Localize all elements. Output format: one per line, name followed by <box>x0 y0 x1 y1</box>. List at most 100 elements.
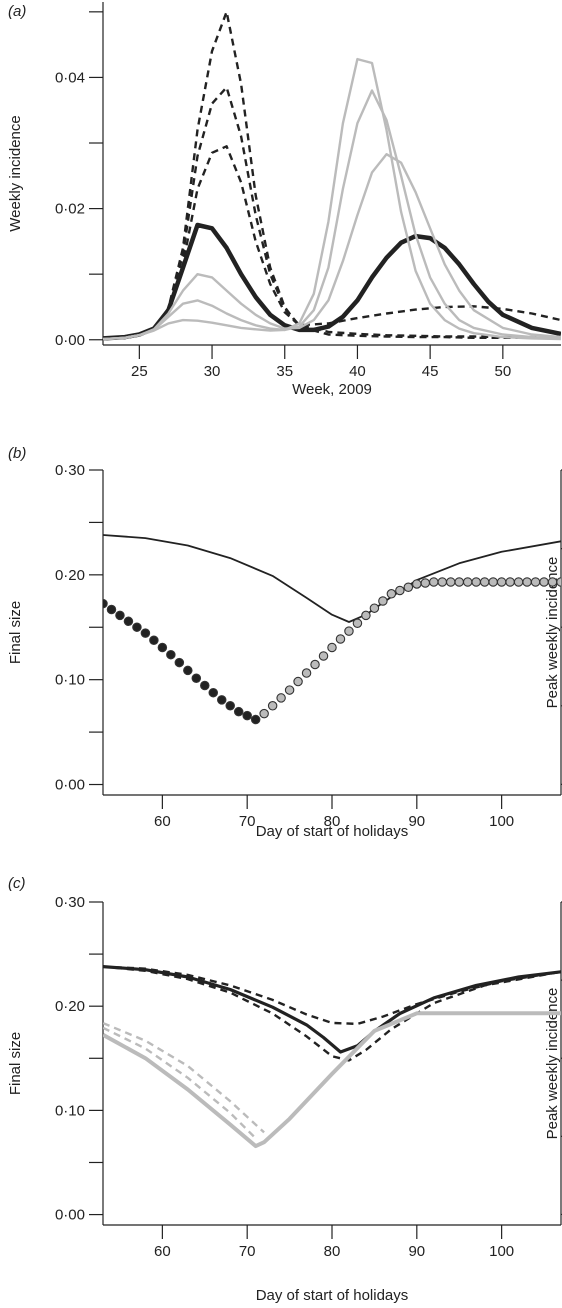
chart-panel-a: 25 30 35 40 45 50 0·00 0·02 0·04 Week, 2009 Weekly… <box>7 2 561 398</box>
series-3-point <box>386 589 397 599</box>
series-3-point <box>378 596 388 606</box>
series-5-line <box>103 152 561 341</box>
chart-panel-b: 607080901000·000·100·200·300·000·040·08D… <box>7 462 562 840</box>
series-2-line <box>103 965 561 1026</box>
series-3-point <box>259 708 269 719</box>
y-axis-label: Final size <box>7 601 24 664</box>
series-2-point <box>106 604 117 615</box>
series-2-point <box>166 649 176 660</box>
x-tick-label: 90 <box>408 1243 425 1260</box>
x-tick-label: 25 <box>131 363 148 380</box>
series-2-point <box>233 706 244 717</box>
y-tick-label: 0·20 <box>55 998 85 1015</box>
series-2-point <box>115 610 125 621</box>
x-tick-label: 60 <box>154 813 171 830</box>
series-3-point <box>454 577 464 587</box>
series-3-point <box>488 577 498 587</box>
y-tick-label: 0·04 <box>55 69 85 86</box>
plot-area <box>103 965 561 1149</box>
y-tick-label: 0·10 <box>55 1102 85 1119</box>
plot-area <box>103 534 561 725</box>
panel-label-a: (a) <box>8 3 26 20</box>
series-3-point <box>505 577 515 587</box>
x-tick-label: 45 <box>422 363 439 380</box>
series-3-point <box>301 668 312 678</box>
series-3-point <box>513 577 524 587</box>
series-6-line <box>103 1026 257 1140</box>
y-tick-label: 0·00 <box>55 777 85 794</box>
x-tick-label: 70 <box>239 813 256 830</box>
x-axis-label: Day of start of holidays <box>256 823 409 840</box>
y-tick-label: 0·30 <box>55 894 85 911</box>
series-2-point <box>242 710 252 721</box>
series-3-point <box>293 676 303 687</box>
x-tick-label: 40 <box>349 363 366 380</box>
series-3-point <box>420 578 431 588</box>
chart-panel-c: 607080901000·000·100·200·300·000·040·08D… <box>7 894 562 1304</box>
y-axis-label: Weekly incidence <box>7 115 24 231</box>
series-3-point <box>530 577 541 587</box>
y-tick-label: 0·10 <box>55 672 85 689</box>
x-tick-label: 30 <box>204 363 221 380</box>
y-axis-label: Final size <box>7 1032 24 1095</box>
series-3-point <box>556 577 561 587</box>
plot-area <box>103 10 561 341</box>
series-3-point <box>539 577 549 587</box>
series-3-line <box>103 145 561 340</box>
series-2-point <box>225 701 235 711</box>
series-3-point <box>445 577 456 587</box>
x-tick-label: 80 <box>324 1243 341 1260</box>
series-3-point <box>310 659 320 670</box>
x-axis-label: Day of start of holidays <box>256 1287 409 1304</box>
series-4-line <box>103 222 561 341</box>
series-3-point <box>403 582 414 592</box>
series-3-point <box>437 577 448 587</box>
x-tick-label: 80 <box>324 813 341 830</box>
series-2-point <box>191 673 202 684</box>
y-tick-label: 0·02 <box>55 201 85 218</box>
series-3-point <box>369 603 380 613</box>
series-3-line <box>103 965 561 1062</box>
panel-label-b: (b) <box>8 445 26 462</box>
series-2-point <box>216 695 227 705</box>
x-tick-label: 60 <box>154 1243 171 1260</box>
series-3-point <box>522 577 532 587</box>
x-axis-label: Week, 2009 <box>292 381 372 398</box>
series-6-line <box>103 89 561 341</box>
y-tick-label: 0·00 <box>55 1207 85 1224</box>
x-tick-label: 100 <box>489 1243 514 1260</box>
y-axis-right-label: Peak weekly incidence <box>544 557 561 709</box>
series-2-point <box>183 665 193 676</box>
series-5-line <box>103 1021 265 1134</box>
series-3-point <box>429 577 439 587</box>
y-tick-label: 0·00 <box>55 332 85 349</box>
x-tick-label: 100 <box>489 813 514 830</box>
series-3-point <box>284 685 295 695</box>
y-axis-right-label: Peak weekly incidence <box>544 988 561 1140</box>
series-4-line <box>103 1011 561 1149</box>
series-3-point <box>462 577 473 587</box>
y-tick-label: 0·30 <box>55 462 85 479</box>
series-3-point <box>479 577 490 587</box>
series-3-point <box>547 577 558 587</box>
series-3-point <box>327 642 337 653</box>
series-2-point <box>208 687 219 698</box>
x-tick-label: 50 <box>494 363 511 380</box>
series-3-point <box>318 651 329 661</box>
series-3-point <box>335 634 346 644</box>
series-2-point <box>174 657 185 668</box>
series-3-point <box>412 579 422 589</box>
series-3-point <box>395 585 405 596</box>
series-3-point <box>471 577 481 587</box>
x-tick-label: 90 <box>408 813 425 830</box>
series-3-point <box>267 701 278 711</box>
series-1-line <box>103 10 561 340</box>
series-2-point <box>103 598 108 609</box>
x-tick-label: 35 <box>276 363 293 380</box>
series-1-line <box>103 965 561 1054</box>
y-tick-label: 0·20 <box>55 567 85 584</box>
series-3-point <box>276 693 286 703</box>
series-1-line <box>103 534 561 623</box>
series-7-line <box>103 57 561 341</box>
x-tick-label: 70 <box>239 1243 256 1260</box>
